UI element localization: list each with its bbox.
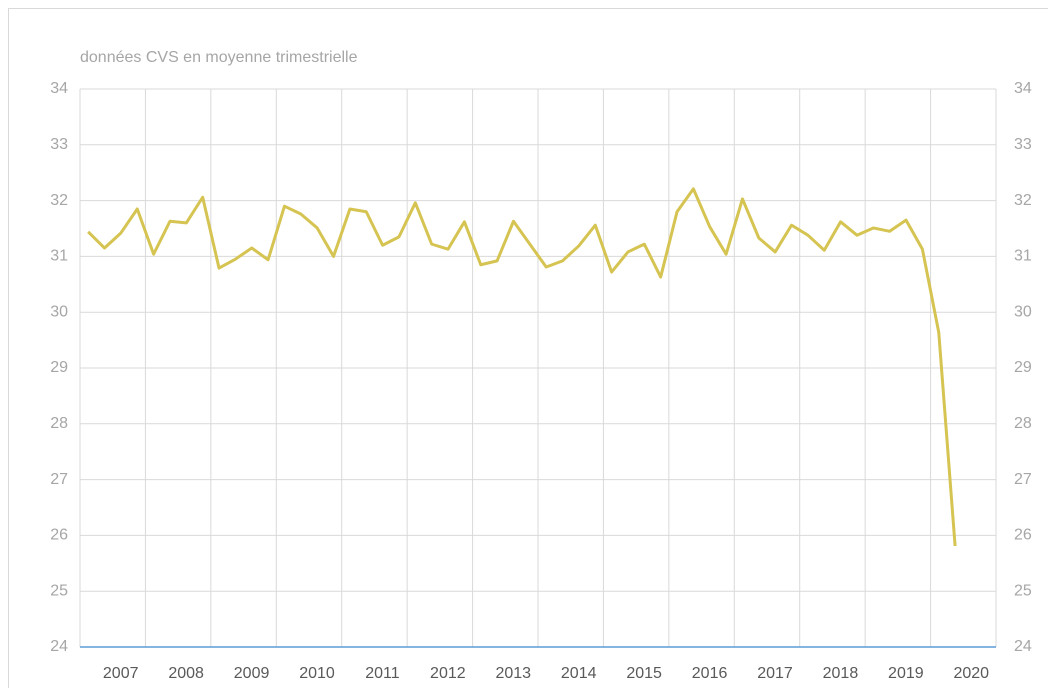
y-tick-label: 26 <box>50 527 68 544</box>
y2-tick-label: 28 <box>1014 415 1032 432</box>
y2-tick-label: 26 <box>1014 527 1032 544</box>
y-tick-label: 33 <box>50 136 68 153</box>
x-tick-label: 2020 <box>953 665 989 682</box>
data-line <box>87 187 957 547</box>
x-tick-label: 2017 <box>757 665 793 682</box>
y2-tick-label: 27 <box>1014 471 1032 488</box>
x-tick-label: 2016 <box>692 665 728 682</box>
y-tick-label: 25 <box>50 582 68 599</box>
chart-border <box>8 8 1048 688</box>
y2-tick-label: 29 <box>1014 359 1032 376</box>
x-tick-label: 2008 <box>168 665 204 682</box>
x-tick-label: 2012 <box>430 665 466 682</box>
y-tick-label: 30 <box>50 303 68 320</box>
x-tick-label: 2013 <box>495 665 531 682</box>
y-tick-label: 34 <box>50 80 68 97</box>
y2-tick-label: 34 <box>1014 80 1032 97</box>
x-tick-label: 2007 <box>103 665 139 682</box>
x-tick-label: 2011 <box>365 665 400 682</box>
x-tick-label: 2009 <box>234 665 270 682</box>
chart-subtitle: données CVS en moyenne trimestrielle <box>80 49 358 66</box>
x-tick-label: 2019 <box>888 665 924 682</box>
x-tick-label: 2014 <box>561 665 597 682</box>
y2-tick-label: 31 <box>1014 248 1032 265</box>
y-tick-label: 28 <box>50 415 68 432</box>
y2-tick-label: 24 <box>1014 638 1032 655</box>
y-tick-label: 29 <box>50 359 68 376</box>
y2-tick-label: 30 <box>1014 303 1032 320</box>
x-tick-label: 2015 <box>626 665 662 682</box>
y2-tick-label: 32 <box>1014 192 1032 209</box>
y2-tick-label: 33 <box>1014 136 1032 153</box>
y-tick-label: 24 <box>50 638 68 655</box>
x-tick-label: 2010 <box>299 665 335 682</box>
y-tick-label: 27 <box>50 471 68 488</box>
y2-tick-label: 25 <box>1014 582 1032 599</box>
y-tick-label: 31 <box>50 248 68 265</box>
x-tick-label: 2018 <box>823 665 859 682</box>
y-tick-label: 32 <box>50 192 68 209</box>
